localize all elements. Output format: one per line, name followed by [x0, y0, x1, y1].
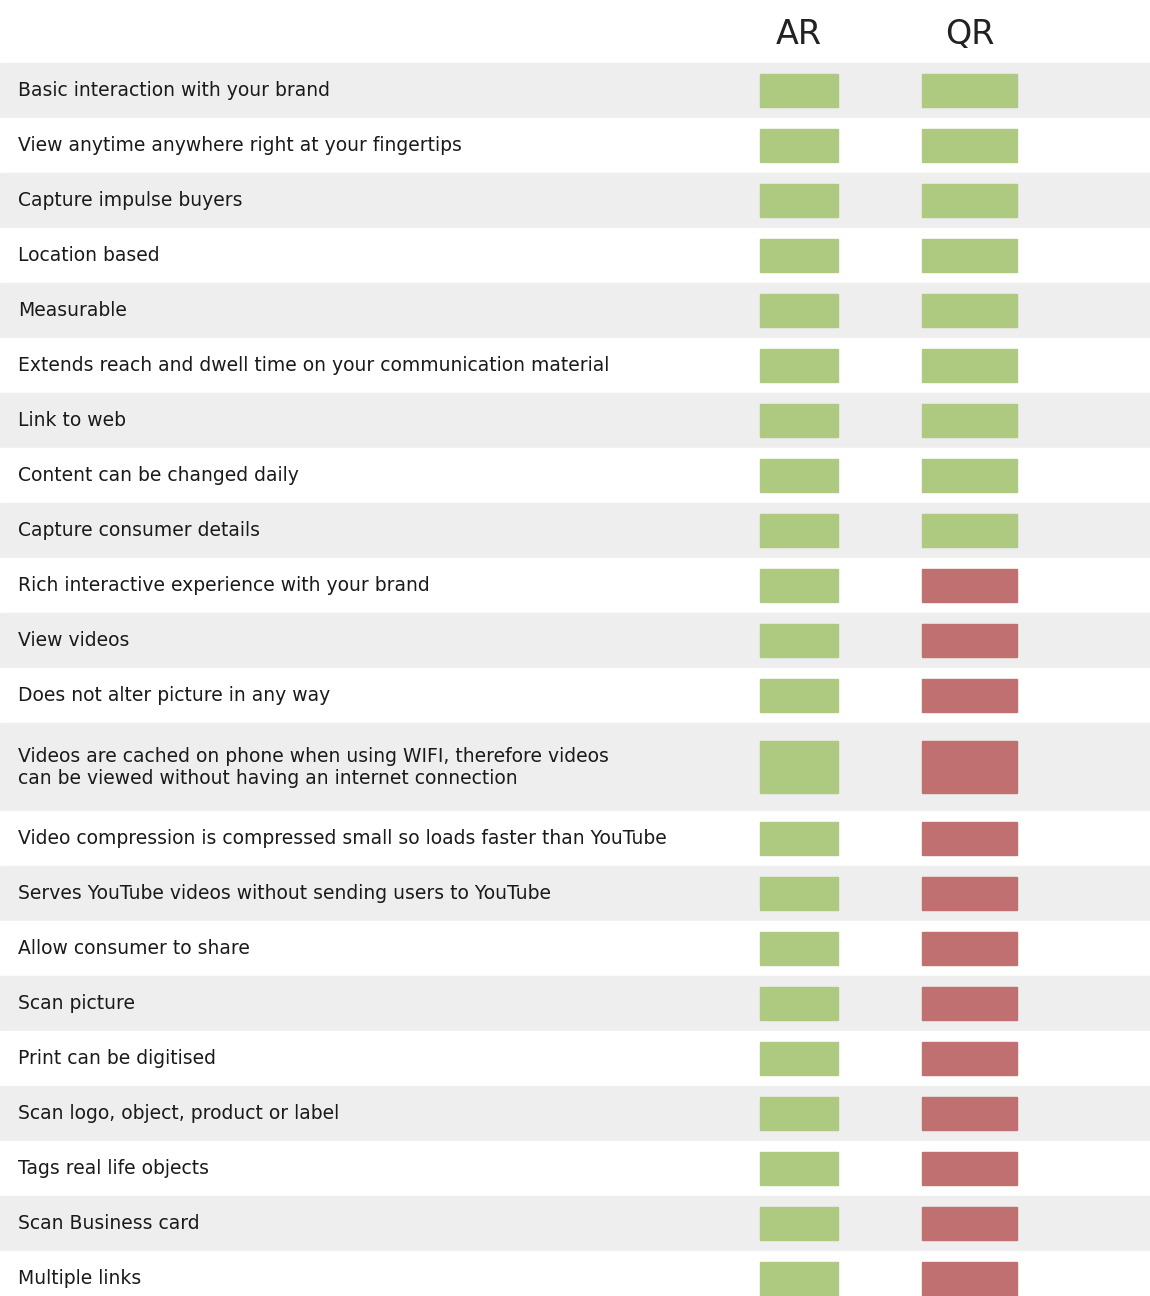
Bar [760, 679, 838, 712]
Bar [922, 740, 1017, 793]
Text: View anytime anywhere right at your fingertips: View anytime anywhere right at your fing… [18, 136, 462, 156]
Bar [922, 1096, 1017, 1130]
Bar [760, 877, 838, 910]
Bar [760, 822, 838, 855]
Bar [922, 1262, 1017, 1295]
Bar [0, 1032, 1150, 1086]
Bar [0, 1086, 1150, 1140]
Bar [922, 294, 1017, 327]
Bar [922, 1152, 1017, 1185]
Bar [0, 172, 1150, 228]
Text: Location based: Location based [18, 246, 160, 264]
Bar [922, 130, 1017, 162]
Bar [0, 448, 1150, 503]
Bar [760, 1207, 838, 1240]
Text: Allow consumer to share: Allow consumer to share [18, 940, 250, 958]
Bar [0, 64, 1150, 118]
Text: Does not alter picture in any way: Does not alter picture in any way [18, 686, 330, 705]
Bar [922, 74, 1017, 108]
Bar [922, 1207, 1017, 1240]
Bar [0, 559, 1150, 613]
Text: Videos are cached on phone when using WIFI, therefore videos
can be viewed witho: Videos are cached on phone when using WI… [18, 746, 608, 788]
Text: Scan logo, object, product or label: Scan logo, object, product or label [18, 1104, 339, 1124]
Bar [922, 349, 1017, 382]
Bar [760, 1042, 838, 1074]
Bar [0, 723, 1150, 811]
Bar [0, 393, 1150, 448]
Bar [760, 623, 838, 657]
Text: Capture impulse buyers: Capture impulse buyers [18, 191, 243, 210]
Bar [0, 1140, 1150, 1196]
Bar [922, 459, 1017, 492]
Bar [922, 988, 1017, 1020]
Text: Measurable: Measurable [18, 301, 126, 320]
Text: Capture consumer details: Capture consumer details [18, 521, 260, 540]
Bar [922, 679, 1017, 712]
Bar [760, 932, 838, 966]
Bar [760, 130, 838, 162]
Bar [0, 5, 1150, 64]
Bar [0, 283, 1150, 338]
Bar [922, 932, 1017, 966]
Bar [760, 988, 838, 1020]
Bar [0, 976, 1150, 1032]
Bar [760, 184, 838, 216]
Text: Extends reach and dwell time on your communication material: Extends reach and dwell time on your com… [18, 356, 610, 375]
Bar [760, 1152, 838, 1185]
Bar [0, 1251, 1150, 1296]
Text: Scan Business card: Scan Business card [18, 1214, 200, 1232]
Bar [760, 1096, 838, 1130]
Bar [0, 613, 1150, 667]
Bar [922, 1042, 1017, 1074]
Bar [760, 459, 838, 492]
Bar [760, 238, 838, 272]
Bar [0, 1196, 1150, 1251]
Bar [922, 822, 1017, 855]
Text: Tags real life objects: Tags real life objects [18, 1159, 209, 1178]
Text: Print can be digitised: Print can be digitised [18, 1048, 216, 1068]
Text: View videos: View videos [18, 631, 129, 651]
Bar [0, 866, 1150, 921]
Bar [922, 569, 1017, 603]
Text: QR: QR [944, 18, 995, 51]
Text: Video compression is compressed small so loads faster than YouTube: Video compression is compressed small so… [18, 829, 667, 848]
Bar [760, 74, 838, 108]
Bar [0, 228, 1150, 283]
Text: Link to web: Link to web [18, 411, 126, 430]
Bar [760, 740, 838, 793]
Bar [0, 118, 1150, 172]
Bar [922, 238, 1017, 272]
Bar [922, 184, 1017, 216]
Text: Basic interaction with your brand: Basic interaction with your brand [18, 80, 330, 100]
Bar [760, 294, 838, 327]
Bar [0, 503, 1150, 559]
Text: Content can be changed daily: Content can be changed daily [18, 467, 299, 485]
Bar [760, 404, 838, 437]
Bar [0, 667, 1150, 723]
Bar [760, 569, 838, 603]
Bar [922, 623, 1017, 657]
Bar [760, 349, 838, 382]
Text: Rich interactive experience with your brand: Rich interactive experience with your br… [18, 575, 430, 595]
Bar [760, 1262, 838, 1295]
Bar [922, 877, 1017, 910]
Bar [0, 921, 1150, 976]
Text: AR: AR [776, 18, 822, 51]
Bar [0, 811, 1150, 866]
Bar [760, 515, 838, 547]
Text: Scan picture: Scan picture [18, 994, 135, 1013]
Text: Serves YouTube videos without sending users to YouTube: Serves YouTube videos without sending us… [18, 884, 551, 903]
Bar [0, 338, 1150, 393]
Text: Multiple links: Multiple links [18, 1269, 141, 1288]
Bar [922, 515, 1017, 547]
Bar [922, 404, 1017, 437]
